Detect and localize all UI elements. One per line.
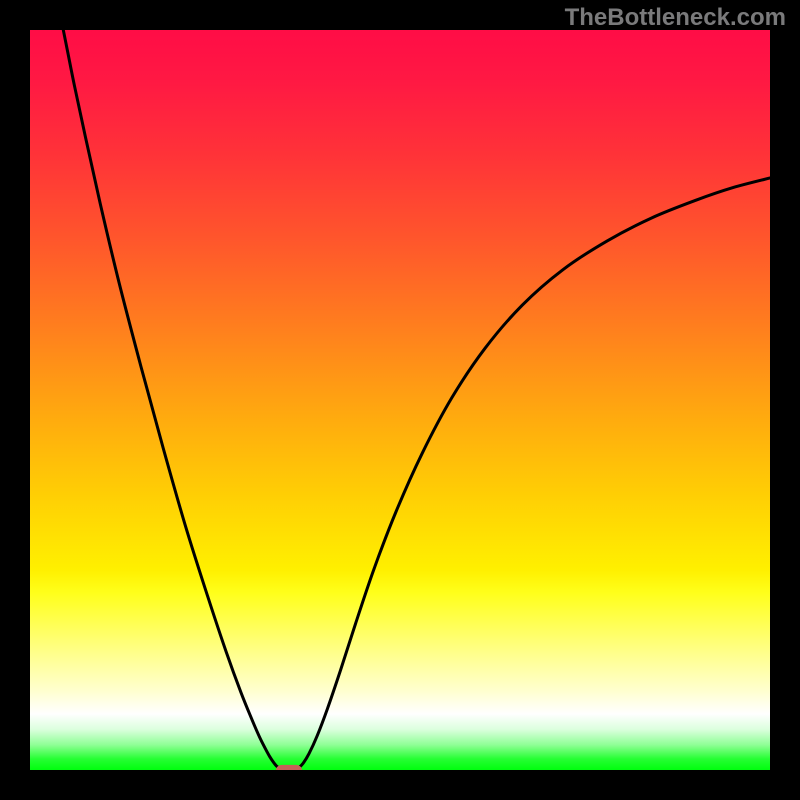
plot-area — [30, 30, 770, 770]
chart-svg — [30, 30, 770, 770]
watermark-text: TheBottleneck.com — [565, 4, 786, 32]
gradient-background — [30, 30, 770, 770]
optimum-marker — [276, 765, 302, 770]
chart-frame: TheBottleneck.com — [0, 0, 800, 800]
